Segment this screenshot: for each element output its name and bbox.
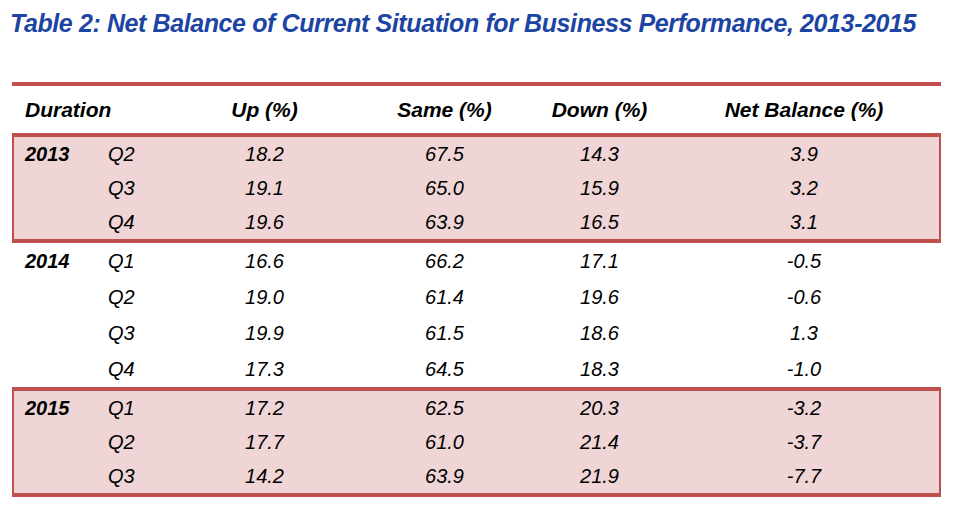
net-value: -0.5 xyxy=(667,250,941,273)
net-value: -7.7 xyxy=(667,465,941,488)
table-row: Q314.263.921.9-7.7 xyxy=(12,459,941,493)
net-value: 3.9 xyxy=(667,143,941,166)
table-header-row: Duration Up (%) Same (%) Down (%) Net Ba… xyxy=(12,82,941,133)
column-header-down: Down (%) xyxy=(532,98,667,122)
quarter-label: Q4 xyxy=(87,358,172,381)
up-value: 19.0 xyxy=(172,286,357,309)
down-value: 14.3 xyxy=(532,143,667,166)
table-row: 2014Q116.666.217.1-0.5 xyxy=(12,243,941,279)
year-label: 2015 xyxy=(12,397,87,420)
same-value: 61.5 xyxy=(357,322,532,345)
up-value: 19.1 xyxy=(172,177,357,200)
net-balance-table: Duration Up (%) Same (%) Down (%) Net Ba… xyxy=(12,82,941,497)
table-row: Q417.364.518.3-1.0 xyxy=(12,351,941,387)
up-value: 16.6 xyxy=(172,250,357,273)
up-value: 17.3 xyxy=(172,358,357,381)
column-header-same: Same (%) xyxy=(357,98,532,122)
down-value: 20.3 xyxy=(532,397,667,420)
document-page: Table 2: Net Balance of Current Situatio… xyxy=(0,0,963,516)
quarter-label: Q3 xyxy=(87,177,172,200)
down-value: 17.1 xyxy=(532,250,667,273)
column-header-up: Up (%) xyxy=(172,98,357,122)
up-value: 19.6 xyxy=(172,211,357,234)
down-value: 19.6 xyxy=(532,286,667,309)
net-value: 1.3 xyxy=(667,322,941,345)
quarter-label: Q1 xyxy=(87,397,172,420)
up-value: 17.2 xyxy=(172,397,357,420)
column-header-net-balance: Net Balance (%) xyxy=(667,98,941,122)
year-label: 2014 xyxy=(12,250,87,273)
table-row: Q319.961.518.61.3 xyxy=(12,315,941,351)
table-row: 2015Q117.262.520.3-3.2 xyxy=(12,391,941,425)
net-value: 3.1 xyxy=(667,211,941,234)
up-value: 18.2 xyxy=(172,143,357,166)
same-value: 61.4 xyxy=(357,286,532,309)
same-value: 67.5 xyxy=(357,143,532,166)
up-value: 19.9 xyxy=(172,322,357,345)
down-value: 16.5 xyxy=(532,211,667,234)
year-group-2015: 2015Q117.262.520.3-3.2Q217.761.021.4-3.7… xyxy=(12,387,941,497)
table-body: 2013Q218.267.514.33.9Q319.165.015.93.2Q4… xyxy=(12,133,941,497)
down-value: 15.9 xyxy=(532,177,667,200)
same-value: 64.5 xyxy=(357,358,532,381)
table-row: Q217.761.021.4-3.7 xyxy=(12,425,941,459)
quarter-label: Q2 xyxy=(87,143,172,166)
down-value: 21.9 xyxy=(532,465,667,488)
quarter-label: Q4 xyxy=(87,211,172,234)
table-row: Q419.663.916.53.1 xyxy=(12,205,941,239)
same-value: 62.5 xyxy=(357,397,532,420)
same-value: 65.0 xyxy=(357,177,532,200)
up-value: 14.2 xyxy=(172,465,357,488)
year-group-2014: 2014Q116.666.217.1-0.5Q219.061.419.6-0.6… xyxy=(12,239,941,387)
net-value: -3.7 xyxy=(667,431,941,454)
column-header-duration: Duration xyxy=(12,98,172,122)
quarter-label: Q3 xyxy=(87,322,172,345)
table-row: 2013Q218.267.514.33.9 xyxy=(12,137,941,171)
table-row: Q219.061.419.6-0.6 xyxy=(12,279,941,315)
quarter-label: Q2 xyxy=(87,286,172,309)
same-value: 63.9 xyxy=(357,465,532,488)
quarter-label: Q1 xyxy=(87,250,172,273)
down-value: 21.4 xyxy=(532,431,667,454)
down-value: 18.6 xyxy=(532,322,667,345)
up-value: 17.7 xyxy=(172,431,357,454)
quarter-label: Q2 xyxy=(87,431,172,454)
quarter-label: Q3 xyxy=(87,465,172,488)
same-value: 61.0 xyxy=(357,431,532,454)
same-value: 63.9 xyxy=(357,211,532,234)
year-label: 2013 xyxy=(12,143,87,166)
net-value: 3.2 xyxy=(667,177,941,200)
same-value: 66.2 xyxy=(357,250,532,273)
net-value: -3.2 xyxy=(667,397,941,420)
table-title: Table 2: Net Balance of Current Situatio… xyxy=(10,9,916,38)
down-value: 18.3 xyxy=(532,358,667,381)
net-value: -1.0 xyxy=(667,358,941,381)
year-group-2013: 2013Q218.267.514.33.9Q319.165.015.93.2Q4… xyxy=(12,133,941,239)
table-row: Q319.165.015.93.2 xyxy=(12,171,941,205)
net-value: -0.6 xyxy=(667,286,941,309)
